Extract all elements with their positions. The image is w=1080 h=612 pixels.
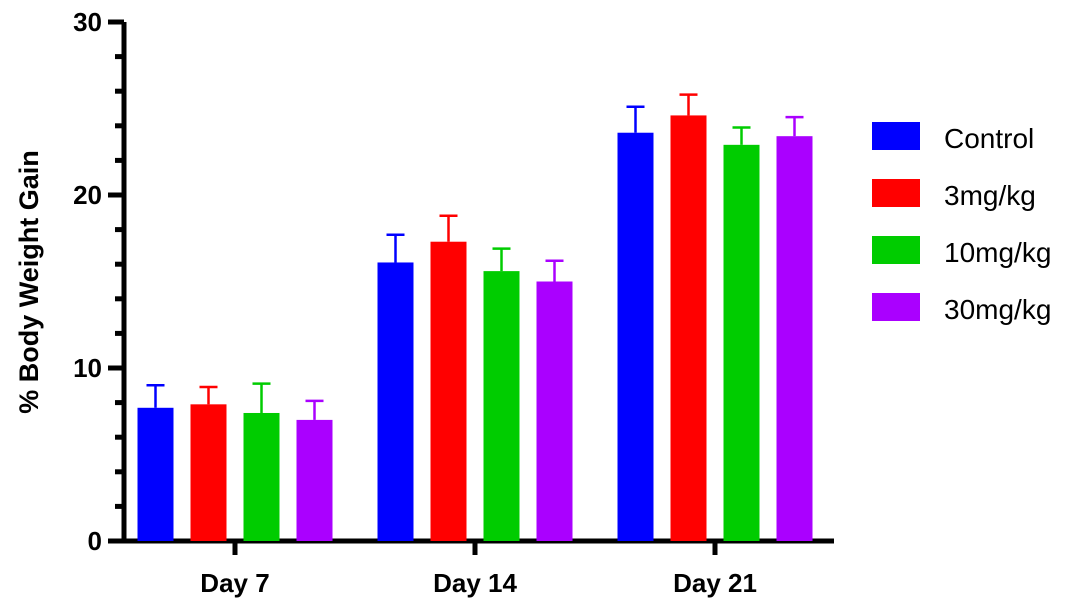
bar	[617, 132, 654, 541]
x-tick-label: Day 14	[433, 568, 517, 598]
legend-swatch	[872, 179, 920, 207]
bar	[723, 144, 760, 541]
y-axis-title: % Body Weight Gain	[14, 150, 44, 414]
legend-label: 30mg/kg	[944, 294, 1051, 325]
legend-swatch	[872, 122, 920, 150]
bar	[430, 241, 467, 541]
x-axis-ticks: Day 7 Day 14 Day 21	[200, 541, 757, 598]
bar	[243, 412, 280, 541]
bar	[483, 271, 520, 541]
y-tick-label: 0	[88, 526, 102, 556]
bar	[377, 262, 414, 541]
legend-swatch	[872, 293, 920, 321]
legend: Control 3mg/kg 10mg/kg 30mg/kg	[872, 122, 1051, 325]
x-tick-label: Day 7	[200, 568, 269, 598]
bar	[296, 419, 333, 541]
legend-label: 10mg/kg	[944, 237, 1051, 268]
y-tick-label: 10	[73, 353, 102, 383]
y-tick-label: 30	[73, 7, 102, 37]
legend-label: Control	[944, 123, 1034, 154]
bar	[536, 281, 573, 541]
legend-swatch	[872, 236, 920, 264]
y-tick-label: 20	[73, 180, 102, 210]
bar	[776, 136, 813, 541]
x-tick-label: Day 21	[673, 568, 757, 598]
bars	[137, 93, 813, 542]
bar	[137, 407, 174, 541]
legend-label: 3mg/kg	[944, 180, 1036, 211]
bar	[190, 404, 227, 541]
bar	[670, 115, 707, 542]
y-axis-ticks: 0 10 20 30	[73, 7, 124, 556]
